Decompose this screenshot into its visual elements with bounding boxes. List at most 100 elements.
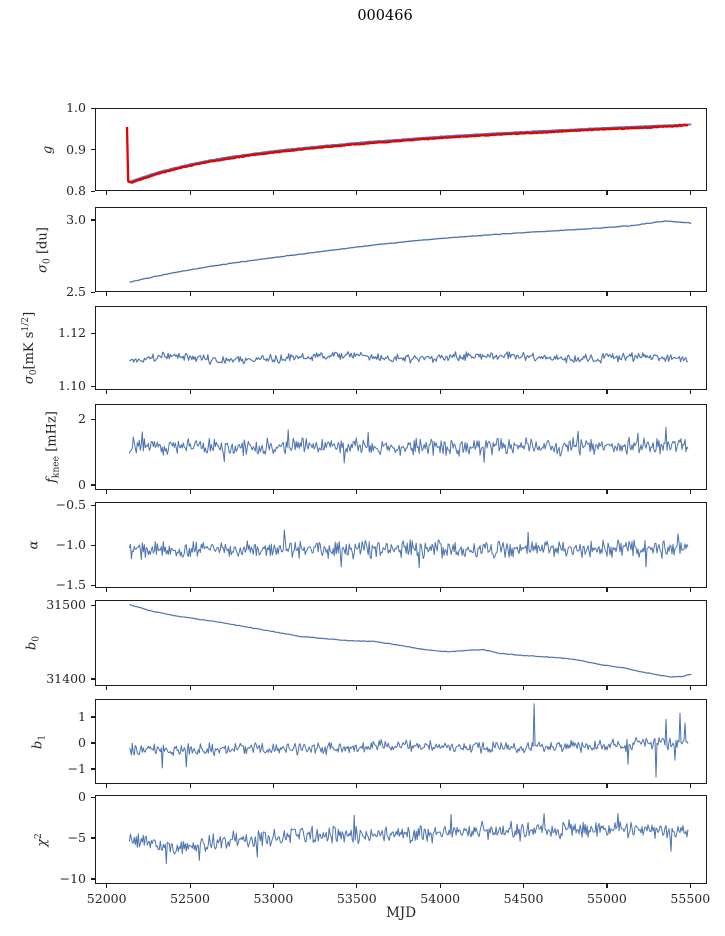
x-tick-mark	[189, 784, 191, 788]
plot-area-chi2	[128, 813, 689, 865]
y-tick-label: 0	[78, 476, 86, 492]
x-tick-mark	[689, 686, 691, 690]
x-tick-mark	[106, 390, 108, 394]
x-tick-label: 54500	[503, 891, 544, 906]
y-axis-label-sigma0-du: σ0 [du]	[36, 227, 53, 273]
y-tick-mark	[91, 796, 95, 798]
y-axis-label-chi2: χ2	[34, 833, 50, 847]
y-axis-label-segment: α	[26, 540, 42, 550]
x-tick-mark	[439, 884, 441, 888]
y-axis-label-segment: ]	[22, 311, 38, 317]
x-tick-mark	[272, 588, 275, 592]
panel-alpha	[95, 502, 707, 588]
y-tick-mark	[91, 291, 95, 293]
y-tick-mark	[91, 107, 95, 109]
x-tick-mark	[439, 390, 441, 394]
y-axis-label-segment: b	[24, 641, 40, 651]
x-tick-mark	[689, 588, 691, 592]
x-tick-mark	[606, 686, 608, 690]
x-tick-mark	[523, 292, 525, 296]
x-tick-label: 53500	[336, 891, 377, 906]
x-tick-mark	[272, 784, 275, 788]
x-tick-mark	[272, 191, 275, 195]
x-tick-mark	[606, 191, 608, 195]
x-tick-mark	[272, 884, 275, 888]
x-axis-label: MJD	[385, 905, 417, 921]
series-b0	[129, 603, 692, 678]
x-tick-mark	[189, 292, 191, 296]
x-tick-mark	[523, 390, 525, 394]
x-tick-mark	[523, 490, 525, 494]
x-tick-mark	[606, 784, 608, 788]
x-tick-mark	[439, 784, 441, 788]
x-tick-mark	[606, 884, 608, 888]
x-tick-mark	[523, 191, 525, 195]
y-axis-label-segment: 1	[37, 734, 48, 741]
plot-area-sigma0-du	[129, 220, 692, 283]
y-tick-mark	[91, 149, 95, 151]
x-tick-mark	[189, 390, 191, 394]
x-tick-mark	[439, 490, 441, 494]
series-fknee	[128, 426, 689, 464]
y-tick-mark	[91, 385, 95, 387]
y-tick-mark	[91, 878, 95, 880]
x-tick-label: 55000	[587, 891, 627, 906]
panel-sigma0-mK	[95, 306, 707, 390]
plot-area-b0	[129, 603, 692, 678]
x-tick-mark	[439, 686, 441, 690]
plot-area-fknee	[128, 426, 689, 464]
x-tick-mark	[523, 884, 525, 888]
y-axis-label-sigma0-mK: σ0[mK s1/2]	[21, 312, 39, 384]
y-axis-label-segment: 0	[28, 369, 39, 376]
x-tick-mark	[106, 884, 108, 888]
y-axis-label-b0: b0	[25, 636, 42, 650]
x-tick-mark	[106, 191, 108, 195]
y-tick-label: 31400	[46, 670, 86, 686]
x-tick-mark	[689, 292, 691, 296]
x-tick-mark	[272, 292, 275, 296]
panel-b1	[95, 699, 707, 784]
y-tick-mark	[91, 418, 95, 420]
y-axis-label-segment: 0	[31, 635, 42, 642]
x-tick-mark	[523, 588, 525, 592]
x-tick-mark	[356, 390, 358, 394]
panel-chi2	[95, 795, 707, 884]
x-tick-mark	[106, 588, 108, 592]
y-tick-label: 0	[78, 734, 86, 750]
panel-b0	[95, 600, 707, 686]
series-g-measured	[125, 123, 689, 184]
x-tick-mark	[606, 292, 608, 296]
x-tick-mark	[439, 588, 441, 592]
x-tick-mark	[272, 390, 275, 394]
y-tick-label: 0	[78, 789, 86, 804]
y-axis-label-alpha: α	[27, 541, 42, 550]
x-tick-mark	[106, 784, 108, 788]
x-tick-mark	[106, 686, 108, 690]
y-tick-mark	[91, 604, 95, 606]
x-tick-mark	[689, 390, 691, 394]
x-tick-mark	[689, 884, 691, 888]
y-tick-label: 1.10	[58, 378, 86, 394]
series-sigma0-du	[129, 220, 692, 283]
y-tick-label: −1.5	[55, 577, 86, 592]
series-b1	[128, 703, 689, 778]
x-tick-label: 52500	[170, 891, 210, 906]
x-tick-mark	[106, 292, 108, 296]
x-tick-mark	[189, 490, 191, 494]
y-tick-mark	[91, 484, 95, 486]
x-tick-mark	[356, 884, 358, 888]
y-tick-label: 1.12	[58, 325, 86, 341]
y-axis-label-segment: g	[40, 145, 56, 154]
y-tick-label: 2.5	[66, 284, 86, 299]
y-axis-label-segment: [du]	[35, 226, 51, 258]
x-tick-mark	[439, 292, 441, 296]
x-tick-mark	[523, 686, 525, 690]
y-axis-label-segment: [mHz]	[44, 411, 60, 456]
panel-sigma0-du	[95, 207, 707, 292]
x-tick-mark	[689, 490, 691, 494]
y-axis-label-fknee: fknee [mHz]	[45, 411, 62, 483]
panel-fknee	[95, 404, 707, 490]
y-tick-mark	[91, 716, 95, 718]
x-tick-mark	[356, 292, 358, 296]
